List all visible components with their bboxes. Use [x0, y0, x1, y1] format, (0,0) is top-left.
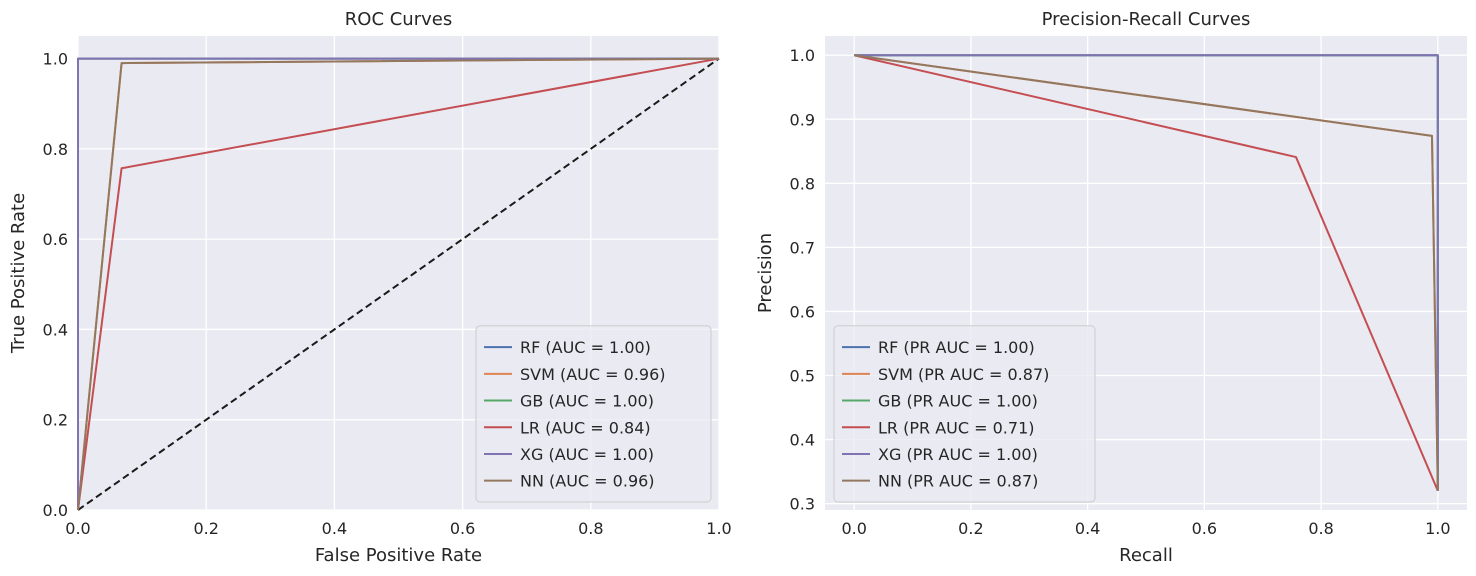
x-tick-label: 0.2 — [958, 519, 983, 538]
x-tick-label: 1.0 — [706, 519, 731, 538]
y-tick-label: 0.6 — [790, 302, 815, 321]
legend-entry: RF (AUC = 1.00) — [520, 338, 651, 357]
legend-entry: NN (AUC = 0.96) — [520, 472, 655, 491]
y-tick-label: 0.3 — [790, 495, 815, 514]
x-tick-label: 0.2 — [193, 519, 218, 538]
legend-entry: GB (AUC = 1.00) — [520, 392, 654, 411]
y-tick-label: 0.7 — [790, 238, 815, 257]
y-tick-label: 0.4 — [790, 431, 815, 450]
series-line-4 — [77, 57, 720, 511]
y-tick-label: 1.0 — [790, 46, 815, 65]
x-tick-label: 0.0 — [841, 519, 866, 538]
y-axis-label: True Positive Rate — [8, 193, 29, 354]
y-tick-label: 0.9 — [790, 110, 815, 129]
x-tick-label: 0.6 — [450, 519, 475, 538]
legend-box — [475, 325, 712, 503]
y-tick-label: 0.0 — [43, 501, 68, 520]
x-tick-label: 0.6 — [1192, 519, 1217, 538]
y-axis-label: Precision — [755, 233, 776, 313]
x-tick-label: 0.8 — [578, 519, 603, 538]
legend-entry: RF (PR AUC = 1.00) — [878, 338, 1035, 357]
y-tick-label: 0.5 — [790, 366, 815, 385]
x-tick-label: 0.0 — [65, 519, 90, 538]
series-line-5 — [77, 57, 719, 510]
x-tick-label: 1.0 — [1425, 519, 1450, 538]
series-line-4 — [853, 54, 1439, 492]
gridlines — [77, 36, 720, 511]
series-line-6 — [854, 54, 1439, 491]
x-tick-label: 0.4 — [1075, 519, 1100, 538]
chance-line — [77, 57, 720, 511]
y-tick-label: 0.8 — [43, 140, 68, 159]
legend-entry: LR (PR AUC = 0.71) — [878, 418, 1034, 437]
legend-entry: LR (AUC = 0.84) — [520, 418, 651, 437]
series-line-6 — [77, 57, 720, 511]
series-lines — [853, 54, 1439, 492]
legend-entry: SVM (PR AUC = 0.87) — [878, 365, 1049, 384]
x-axis-label: Recall — [1119, 545, 1173, 566]
y-tick-label: 0.4 — [43, 320, 68, 339]
roc-chart: 0.0 0.2 0.4 0.6 0.8 1.0 0.0 0.2 0.4 0.6 0.8 1.0 ROC … — [8, 9, 732, 566]
x-axis-label: False Positive Rate — [315, 545, 482, 566]
pr-chart: 0.0 0.2 0.4 0.6 0.8 1.0 0.3 0.4 0.5 0.6 0.7 0.8 0.9 1… — [755, 9, 1467, 566]
y-tick-label: 0.8 — [790, 174, 815, 193]
y-tick-label: 1.0 — [43, 50, 68, 69]
legend: RF (AUC = 1.00) SVM (AUC = 0.96) GB (AUC =… — [475, 325, 712, 503]
series-line-5 — [854, 54, 1439, 491]
chart-title: Precision-Recall Curves — [1042, 9, 1251, 30]
legend-entry: GB (PR AUC = 1.00) — [878, 392, 1038, 411]
legend-entry: XG (PR AUC = 1.00) — [878, 445, 1038, 464]
legend-entry: NN (PR AUC = 0.87) — [878, 472, 1038, 491]
y-tick-label: 0.2 — [43, 411, 68, 430]
legend-entry: SVM (AUC = 0.96) — [520, 365, 666, 384]
y-tick-label: 0.6 — [43, 230, 68, 249]
chart-title: ROC Curves — [345, 9, 452, 30]
x-tick-label: 0.4 — [322, 519, 347, 538]
series-lines — [77, 57, 720, 511]
legend: RF (PR AUC = 1.00) SVM (PR AUC = 0.87) GB … — [833, 325, 1096, 503]
legend-box — [833, 325, 1096, 503]
x-tick-label: 0.8 — [1308, 519, 1333, 538]
legend-entry: XG (AUC = 1.00) — [520, 445, 654, 464]
